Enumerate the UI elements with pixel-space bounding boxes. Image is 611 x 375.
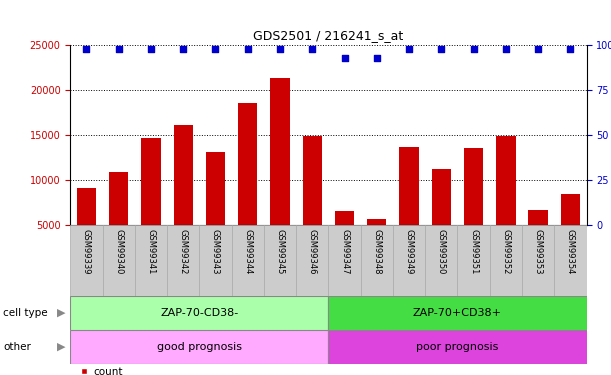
Point xyxy=(307,46,317,52)
Bar xyxy=(167,225,199,296)
Bar xyxy=(561,194,580,270)
Point xyxy=(533,46,543,52)
Text: poor prognosis: poor prognosis xyxy=(416,342,499,352)
Text: GSM99346: GSM99346 xyxy=(308,228,316,274)
Bar xyxy=(206,152,225,270)
Bar xyxy=(174,125,193,270)
Bar xyxy=(232,225,264,296)
Bar xyxy=(329,296,587,330)
Bar xyxy=(103,225,135,296)
Bar xyxy=(70,225,103,296)
Text: GSM99351: GSM99351 xyxy=(469,228,478,274)
Text: GSM99352: GSM99352 xyxy=(502,228,510,274)
Text: GSM99353: GSM99353 xyxy=(533,228,543,274)
Text: GSM99349: GSM99349 xyxy=(404,228,414,274)
Bar xyxy=(264,225,296,296)
Point xyxy=(275,46,285,52)
Point xyxy=(81,46,91,52)
Bar xyxy=(199,225,232,296)
Title: GDS2501 / 216241_s_at: GDS2501 / 216241_s_at xyxy=(254,30,403,42)
Point xyxy=(566,46,576,52)
Bar xyxy=(393,225,425,296)
Point xyxy=(243,46,252,52)
Point xyxy=(436,46,446,52)
Bar xyxy=(70,330,329,364)
Text: ZAP-70-CD38-: ZAP-70-CD38- xyxy=(160,308,238,318)
Bar xyxy=(77,188,96,270)
Text: GSM99348: GSM99348 xyxy=(372,228,381,274)
Bar xyxy=(141,138,161,270)
Text: GSM99339: GSM99339 xyxy=(82,228,91,274)
Point xyxy=(340,55,349,61)
Bar xyxy=(335,211,354,270)
Bar xyxy=(296,225,329,296)
Bar xyxy=(109,172,128,270)
Bar xyxy=(400,147,419,270)
Bar xyxy=(431,169,451,270)
Point xyxy=(372,55,382,61)
Bar xyxy=(360,225,393,296)
Point xyxy=(178,46,188,52)
Bar xyxy=(496,136,516,270)
Text: GSM99347: GSM99347 xyxy=(340,228,349,274)
Point xyxy=(114,46,123,52)
Bar xyxy=(522,225,554,296)
Text: ▶: ▶ xyxy=(57,342,65,352)
Text: GSM99344: GSM99344 xyxy=(243,228,252,274)
Text: GSM99341: GSM99341 xyxy=(147,228,155,274)
Text: ▶: ▶ xyxy=(57,308,65,318)
Bar xyxy=(270,78,290,270)
Bar xyxy=(329,225,360,296)
Text: GSM99354: GSM99354 xyxy=(566,228,575,274)
Text: cell type: cell type xyxy=(3,308,48,318)
Bar xyxy=(302,136,322,270)
Point xyxy=(404,46,414,52)
Text: GSM99345: GSM99345 xyxy=(276,228,285,274)
Bar xyxy=(490,225,522,296)
Text: GSM99343: GSM99343 xyxy=(211,228,220,274)
Text: good prognosis: good prognosis xyxy=(157,342,242,352)
Point xyxy=(469,46,478,52)
Bar xyxy=(238,104,257,270)
Bar xyxy=(458,225,490,296)
Bar xyxy=(329,330,587,364)
Legend: count, percentile rank within the sample: count, percentile rank within the sample xyxy=(76,363,273,375)
Bar xyxy=(529,210,548,270)
Text: GSM99342: GSM99342 xyxy=(178,228,188,274)
Text: GSM99350: GSM99350 xyxy=(437,228,446,274)
Bar xyxy=(425,225,458,296)
Text: GSM99340: GSM99340 xyxy=(114,228,123,274)
Text: ZAP-70+CD38+: ZAP-70+CD38+ xyxy=(413,308,502,318)
Text: other: other xyxy=(3,342,31,352)
Bar xyxy=(367,219,387,270)
Point xyxy=(146,46,156,52)
Bar xyxy=(554,225,587,296)
Bar xyxy=(70,296,329,330)
Point xyxy=(211,46,221,52)
Bar xyxy=(135,225,167,296)
Bar xyxy=(464,148,483,270)
Point xyxy=(501,46,511,52)
